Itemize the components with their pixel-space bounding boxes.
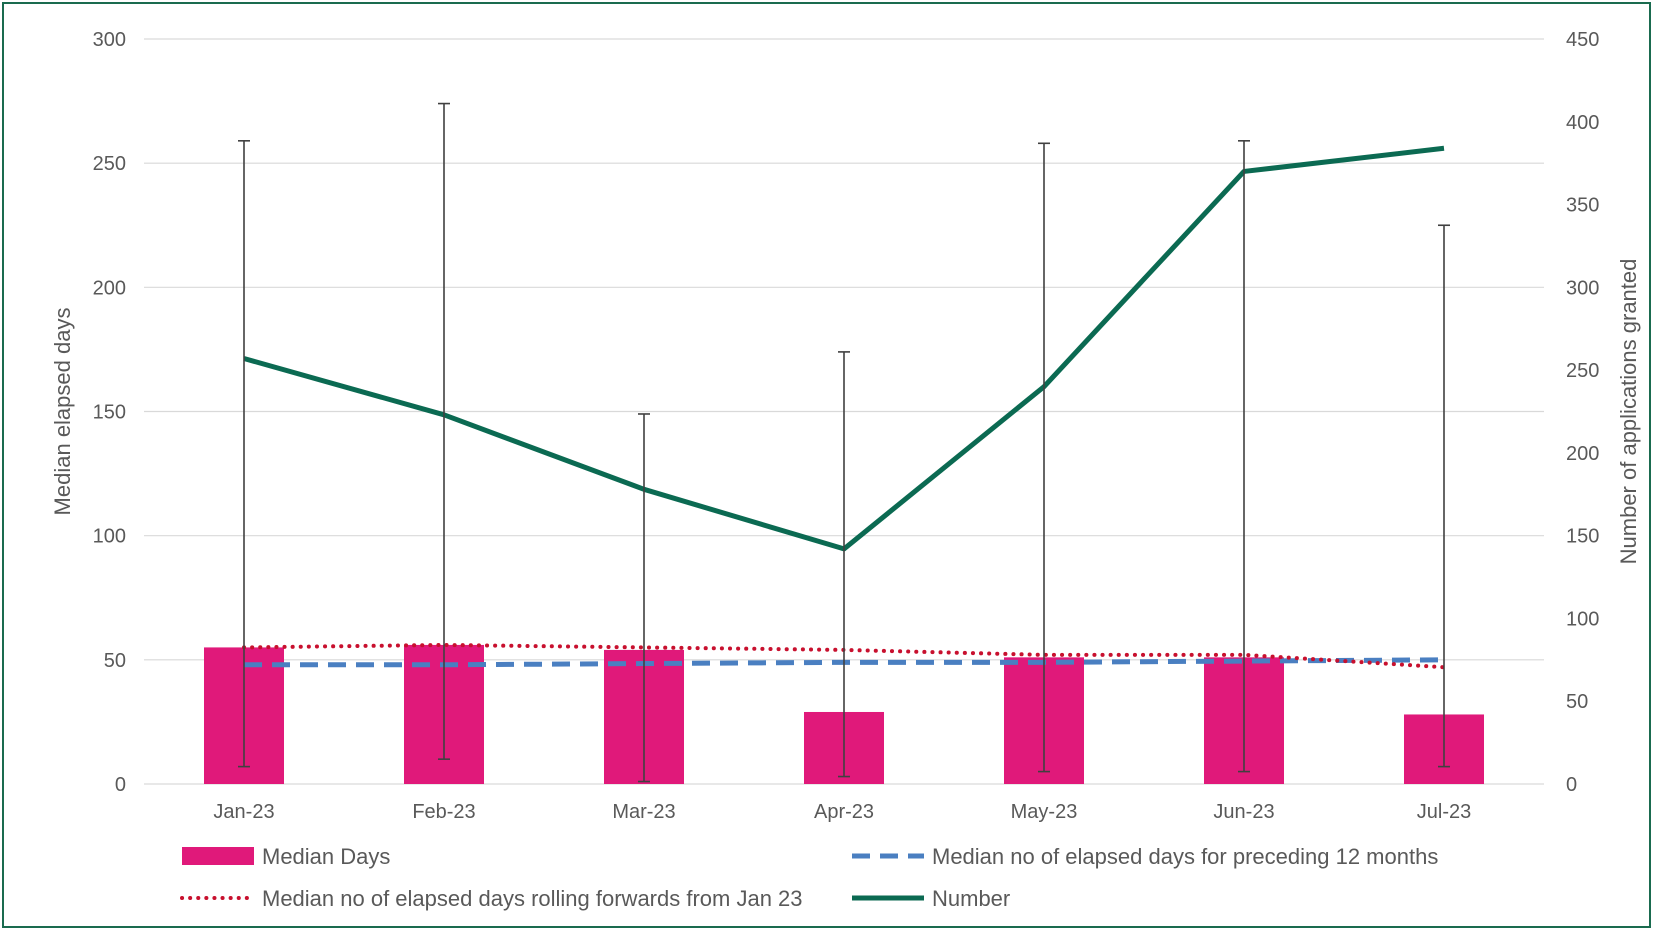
y-right-tick-label: 0 [1566,774,1577,796]
legend-label: Median no of elapsed days rolling forwar… [262,886,803,911]
x-tick-label: Jun-23 [1213,801,1274,823]
y-right-tick-label: 300 [1566,277,1599,299]
y-right-tick-label: 50 [1566,691,1588,713]
y-left-axis-title: Median elapsed days [50,308,75,516]
y-left-tick-label: 50 [104,650,126,672]
y-left-tick-label: 250 [93,153,126,175]
combo-chart: 0 50 100 150 200 250 300 0 50 100 150 200 250 300 350 4… [50,29,1641,911]
x-tick-label: Feb-23 [412,801,475,823]
y-right-tick-label: 100 [1566,608,1599,630]
y-right-tick-label: 200 [1566,443,1599,465]
y-left-tick-label: 300 [93,29,126,51]
legend: Median Days Median no of elapsed days for… [180,844,1438,911]
x-tick-label: Jul-23 [1417,801,1471,823]
x-tick-label: May-23 [1011,801,1078,823]
y-right-tick-label: 150 [1566,526,1599,548]
y-right-tick-label: 400 [1566,112,1599,134]
x-tick-label: Jan-23 [213,801,274,823]
y-left-tick-label: 0 [115,774,126,796]
error-bars [238,102,1450,783]
y-right-tick-label: 450 [1566,29,1599,51]
y-right-tick-label: 350 [1566,195,1599,217]
x-tick-label: Apr-23 [814,801,874,823]
legend-label: Median Days [262,844,390,869]
x-tick-label: Mar-23 [612,801,675,823]
legend-label: Median no of elapsed days for preceding … [932,844,1438,869]
y-left-tick-label: 150 [93,402,126,424]
y-left-tick-label: 200 [93,277,126,299]
legend-swatch [182,847,254,865]
y-right-axis-title: Number of applications granted [1616,259,1641,565]
y-left-tick-label: 100 [93,526,126,548]
axes: 0 50 100 150 200 250 300 0 50 100 150 200 250 300 350 4… [50,29,1641,823]
y-right-tick-label: 250 [1566,360,1599,382]
legend-label: Number [932,886,1010,911]
